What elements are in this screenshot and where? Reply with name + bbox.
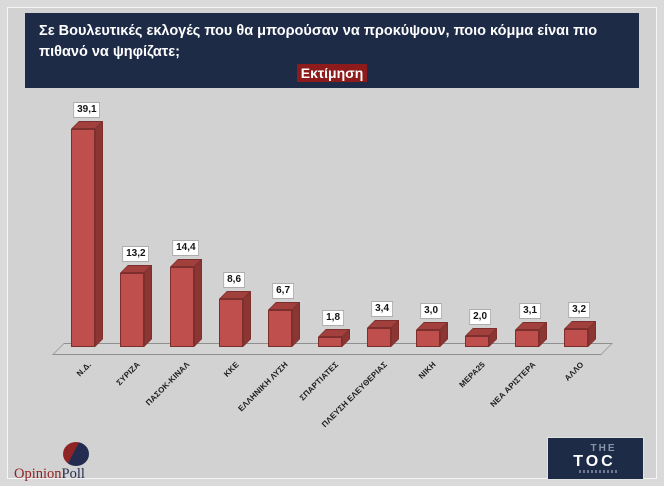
value-label: 2,0: [469, 309, 492, 325]
bar-1: 39,1 Ν.Δ.: [71, 102, 103, 378]
opinionpoll-logo-text: OpinionPoll: [14, 465, 85, 483]
bar-3: 14,4 ΠΑΣΟΚ-ΚΙΝΑΛ: [145, 240, 202, 407]
value-label: 14,4: [172, 240, 200, 256]
category-label-text: ΠΑΣΟΚ-ΚΙΝΑΛ: [144, 360, 192, 408]
value-label: 3,0: [420, 303, 443, 319]
bar-side-face: [194, 259, 202, 347]
bar-side-face: [144, 265, 152, 347]
bar-front-face: [120, 273, 144, 347]
category-label-text: ΕΛΛΗΝΙΚΗ ΛΥΣΗ: [236, 360, 290, 414]
value-label: 39,1: [73, 102, 101, 118]
category-label-text: Ν.Δ.: [74, 360, 93, 379]
value-label: 6,7: [272, 283, 295, 299]
bar-front-face: [71, 129, 95, 347]
bar-front-face: [219, 299, 243, 347]
opinionpoll-text-poll: Poll: [61, 466, 85, 482]
bar-7: 3,4 ΠΛΕΥΣΗ ΕΛΕΥΘΕΡΙΑΣ: [320, 301, 399, 429]
opinionpoll-logo-icon: [63, 442, 89, 466]
bar-side-face: [95, 121, 103, 347]
value-label: 8,6: [223, 272, 246, 288]
opinionpoll-logo: OpinionPoll: [14, 440, 124, 482]
bar-front-face: [367, 328, 391, 347]
bar-9: 2,0 ΜΕΡΑ25: [458, 309, 497, 389]
category-label-text: ΝΙΚΗ: [417, 360, 438, 381]
value-label: 13,2: [122, 246, 150, 262]
value-label: 3,1: [519, 303, 542, 319]
thetoc-toc-text: TOC: [573, 453, 616, 470]
bar-front-face: [318, 337, 342, 347]
bar-8: 3,0 ΝΙΚΗ: [416, 303, 448, 381]
value-label: 3,4: [371, 301, 394, 317]
bar-10: 3,1 ΝΕΑ ΑΡΙΣΤΕΡΑ: [488, 303, 547, 409]
bar-side-face: [243, 291, 251, 347]
badge-row: Εκτίμηση: [39, 63, 625, 83]
bar-11: 3,2 ΑΛΛΟ: [563, 302, 596, 383]
bar-front-face: [268, 310, 292, 347]
thetoc-the-text: THE: [590, 443, 617, 454]
question-panel: Σε Βουλευτικές εκλογές που θα μπορούσαν …: [25, 13, 639, 88]
value-label: 3,2: [568, 302, 591, 318]
bar-4: 8,6 ΚΚΕ: [219, 272, 251, 379]
category-label-text: ΑΛΛΟ: [563, 360, 586, 383]
category-label-text: ΚΚΕ: [222, 360, 241, 379]
thetoc-tagline-strip: [578, 470, 617, 473]
category-label-text: ΣΥΡΙΖΑ: [114, 360, 142, 388]
estimate-badge: Εκτίμηση: [296, 63, 368, 82]
bar-5: 6,7 ΕΛΛΗΝΙΚΗ ΛΥΣΗ: [237, 283, 300, 413]
category-label-text: ΜΕΡΑ25: [457, 360, 487, 390]
bar-front-face: [416, 330, 440, 347]
question-text: Σε Βουλευτικές εκλογές που θα μπορούσαν …: [39, 23, 598, 61]
bar-2: 13,2 ΣΥΡΙΖΑ: [115, 246, 152, 387]
bar-front-face: [515, 330, 539, 347]
bar-front-face: [465, 336, 489, 347]
bar-6: 1,8 ΣΠΑΡΤΙΑΤΕΣ: [298, 310, 350, 402]
opinionpoll-text-opinion: Opinion: [14, 466, 62, 482]
value-label: 1,8: [322, 310, 345, 326]
bar-front-face: [170, 267, 194, 347]
category-label-text: ΝΕΑ ΑΡΙΣΤΕΡΑ: [488, 360, 537, 409]
thetoc-logo: THE TOC: [547, 437, 644, 480]
category-label-text: ΣΠΑΡΤΙΑΤΕΣ: [297, 360, 340, 403]
bar-front-face: [564, 329, 588, 347]
